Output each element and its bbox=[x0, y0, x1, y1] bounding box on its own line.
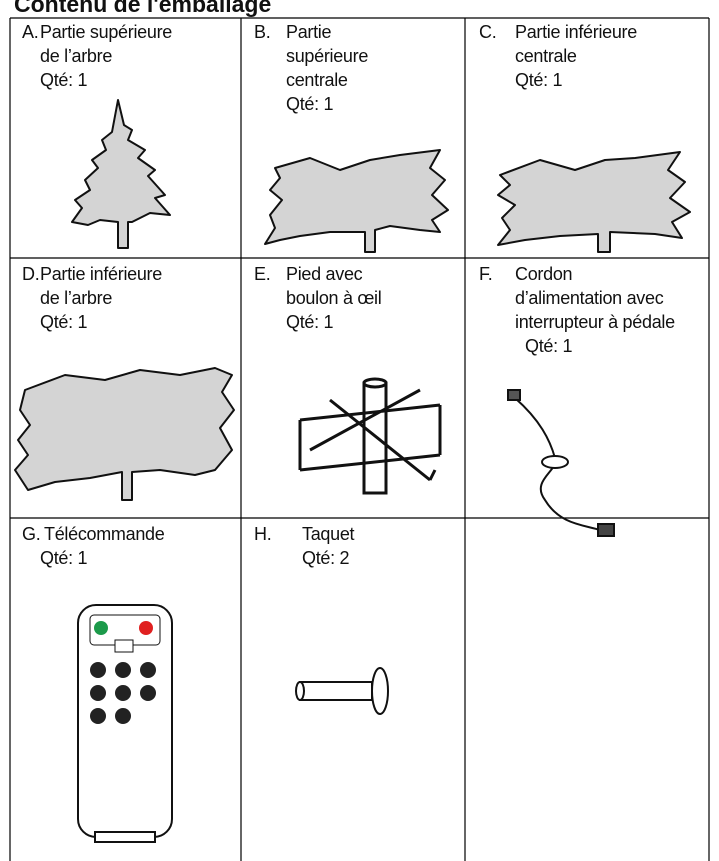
item-letter: G. bbox=[22, 524, 41, 544]
item-name: boulon à œil bbox=[286, 288, 382, 308]
item-letter: D. bbox=[22, 264, 40, 284]
item-name: Cordon bbox=[515, 264, 573, 284]
item-name: Pied avec bbox=[286, 264, 363, 284]
title: Contenu de l'emballage bbox=[14, 0, 272, 17]
item-name: de l’arbre bbox=[40, 46, 113, 66]
item-name: Partie supérieure bbox=[40, 22, 172, 42]
item-name: centrale bbox=[286, 70, 348, 90]
item-qty: Qté: 1 bbox=[40, 70, 88, 90]
item-qty: Qté: 1 bbox=[286, 94, 334, 114]
remote bbox=[77, 604, 173, 843]
item-name: d’alimentation avec bbox=[515, 288, 664, 308]
item-qty: Qté: 1 bbox=[515, 70, 563, 90]
item-name: Partie inférieure bbox=[40, 264, 162, 284]
item-name: interrupteur à pédale bbox=[515, 312, 675, 332]
item-name: de l’arbre bbox=[40, 288, 113, 308]
peg bbox=[295, 667, 389, 715]
item-letter: E. bbox=[254, 264, 271, 284]
stand bbox=[298, 377, 442, 495]
item-name: supérieure bbox=[286, 46, 369, 66]
item-letter: F. bbox=[479, 264, 493, 284]
tree-bottom bbox=[14, 367, 235, 501]
item-name: Télécommande bbox=[44, 524, 165, 544]
item-letter: H. bbox=[254, 524, 272, 544]
item-qty: Qté: 2 bbox=[302, 548, 350, 568]
cord bbox=[507, 389, 615, 537]
grid bbox=[9, 17, 710, 861]
item-qty: Qté: 1 bbox=[40, 312, 88, 332]
tree-mid-bottom bbox=[497, 151, 691, 253]
item-letter: A. bbox=[22, 22, 39, 42]
item-qty: Qté: 1 bbox=[525, 336, 573, 356]
item-qty: Qté: 1 bbox=[40, 548, 88, 568]
item-name: Partie bbox=[286, 22, 332, 42]
tree-mid-top bbox=[264, 149, 449, 253]
tree-top bbox=[71, 99, 171, 249]
item-name: Taquet bbox=[302, 524, 355, 544]
item-qty: Qté: 1 bbox=[286, 312, 334, 332]
item-letter: C. bbox=[479, 22, 497, 42]
item-letter: B. bbox=[254, 22, 271, 42]
item-name: Partie inférieure bbox=[515, 22, 637, 42]
item-name: centrale bbox=[515, 46, 577, 66]
